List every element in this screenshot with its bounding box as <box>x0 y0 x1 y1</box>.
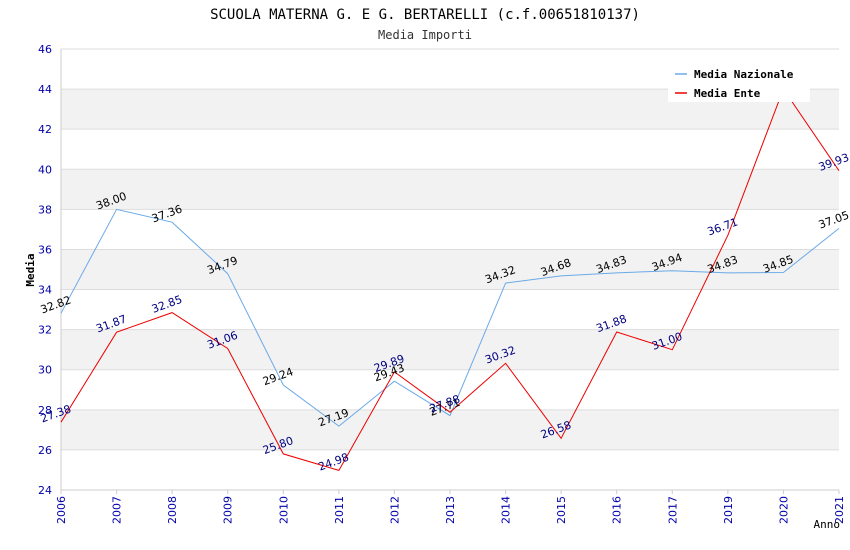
axes <box>60 49 840 494</box>
y-tick-label: 28 <box>38 404 52 417</box>
x-tick-label: 2016 <box>611 496 624 524</box>
y-axis-label: Media <box>24 253 37 286</box>
y-tick-label: 36 <box>38 243 52 256</box>
grid-bands <box>61 89 839 450</box>
data-label: 37.05 <box>817 209 850 232</box>
legend-box <box>668 60 810 102</box>
x-tick-label: 2014 <box>500 496 513 524</box>
data-label: 24.98 <box>317 451 351 474</box>
x-tick-label: 2011 <box>333 496 346 524</box>
y-tick-label: 26 <box>38 444 52 457</box>
series-lines <box>60 88 840 471</box>
y-tick-label: 34 <box>38 284 52 297</box>
y-tick-label: 24 <box>38 484 52 497</box>
grid-band <box>61 249 839 290</box>
y-tick-labels: 24 26 28 30 32 34 36 38 40 42 44 46 <box>38 43 52 497</box>
x-tick-label: 2015 <box>555 496 568 524</box>
data-label: 36.71 <box>706 215 740 238</box>
y-tick-label: 32 <box>38 324 52 337</box>
grid-band <box>61 169 839 210</box>
grid-band <box>61 329 839 370</box>
y-tick-label: 42 <box>38 123 52 136</box>
y-tick-label: 46 <box>38 43 52 56</box>
x-axis-label: Anno <box>814 518 841 531</box>
y-tick-label: 38 <box>38 203 52 216</box>
x-tick-label: 2010 <box>277 496 290 524</box>
x-tick-label: 2013 <box>444 496 457 524</box>
chart-title: SCUOLA MATERNA G. E G. BERTARELLI (c.f.0… <box>210 7 640 23</box>
x-tick-label: 2021 <box>833 496 846 524</box>
data-label: 32.82 <box>39 293 73 316</box>
x-tick-label: 2006 <box>55 496 68 524</box>
x-tick-labels: 2006 2007 2008 2009 2010 2011 2012 2013 2014 2015… <box>55 496 846 524</box>
series-line-1 <box>60 88 840 471</box>
grid-band <box>61 409 839 450</box>
y-tick-label: 40 <box>38 163 52 176</box>
x-tick-label: 2020 <box>777 496 790 524</box>
data-label: 32.85 <box>150 293 184 316</box>
y-tick-label: 30 <box>38 364 52 377</box>
x-tick-label: 2019 <box>722 496 735 524</box>
legend: Media Nazionale Media Ente <box>668 60 810 102</box>
series-line-0 <box>60 208 840 427</box>
x-tick-label: 2012 <box>388 496 401 524</box>
x-tick-label: 2017 <box>666 496 679 524</box>
legend-label-media-nazionale: Media Nazionale <box>694 68 794 81</box>
legend-label-media-ente: Media Ente <box>694 87 761 100</box>
chart-subtitle: Media Importi <box>378 28 472 42</box>
y-tick-label: 44 <box>38 83 52 96</box>
x-tick-label: 2009 <box>222 496 235 524</box>
x-tick-label: 2008 <box>166 496 179 524</box>
gridlines <box>61 48 839 491</box>
x-tick-label: 2007 <box>111 496 124 524</box>
